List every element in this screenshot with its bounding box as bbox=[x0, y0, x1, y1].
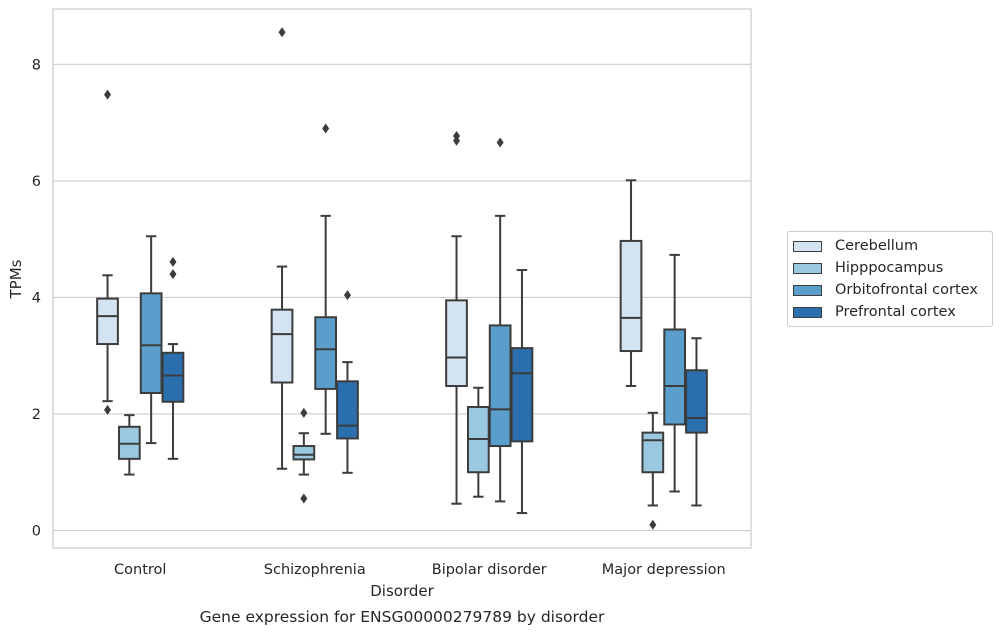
box-orbitofrontal-cortex bbox=[663, 253, 687, 493]
box-hipppocampus bbox=[117, 414, 141, 476]
legend-swatch-hipppocampus bbox=[793, 262, 822, 274]
outlier-point bbox=[496, 137, 504, 148]
legend: Cerebellum Hipppocampus Orbitofrontal co… bbox=[787, 231, 993, 327]
box-body bbox=[139, 292, 163, 395]
legend-swatch-orbitofrontal-cortex bbox=[793, 284, 822, 296]
x-tick-label: Schizophrenia bbox=[264, 562, 366, 578]
box-body bbox=[445, 299, 468, 388]
box-body bbox=[663, 328, 687, 426]
y-tick-labels: 0 2 4 6 8 bbox=[32, 57, 41, 539]
box-hipppocampus bbox=[641, 411, 665, 530]
legend-item-prefrontal-cortex: Prefrontal cortex bbox=[793, 302, 956, 322]
box-body bbox=[619, 239, 643, 353]
box-prefrontal-cortex bbox=[510, 269, 534, 515]
x-tick-labels: Control Schizophrenia Bipolar disorder Majo… bbox=[114, 562, 726, 578]
legend-swatch-prefrontal-cortex bbox=[793, 306, 822, 318]
box-orbitofrontal-cortex bbox=[488, 137, 512, 503]
chart-title: Gene expression for ENSG00000279789 by d… bbox=[200, 608, 605, 626]
legend-item-orbitofrontal-cortex: Orbitofrontal cortex bbox=[793, 280, 978, 300]
box-prefrontal-cortex bbox=[685, 337, 708, 507]
box-body bbox=[336, 380, 359, 440]
y-tick-label: 0 bbox=[32, 524, 41, 540]
box-cerebellum bbox=[445, 131, 468, 505]
x-tick-label: Major depression bbox=[602, 562, 726, 578]
y-tick-label: 6 bbox=[32, 174, 41, 190]
legend-item-cerebellum: Cerebellum bbox=[793, 236, 918, 256]
box-prefrontal-cortex bbox=[161, 256, 185, 460]
box-body bbox=[510, 347, 534, 443]
legend-swatch-cerebellum bbox=[793, 240, 822, 252]
x-tick-label: Control bbox=[114, 562, 166, 578]
outlier-point bbox=[169, 269, 177, 280]
x-tick-label: Bipolar disorder bbox=[432, 562, 547, 578]
box-body bbox=[314, 316, 338, 390]
box-hipppocampus bbox=[466, 386, 490, 498]
outlier-point bbox=[300, 493, 308, 504]
box-cerebellum bbox=[619, 179, 643, 388]
box-orbitofrontal-cortex bbox=[314, 123, 338, 435]
box-groups bbox=[96, 27, 708, 530]
legend-label: Hipppocampus bbox=[835, 260, 944, 276]
box-hipppocampus bbox=[292, 407, 316, 504]
y-tick-label: 2 bbox=[32, 407, 41, 423]
outlier-point bbox=[278, 27, 286, 38]
box-body bbox=[96, 297, 119, 346]
box-cerebellum bbox=[96, 89, 119, 415]
box-body bbox=[292, 445, 316, 461]
outlier-point bbox=[169, 256, 177, 267]
y-axis-label: TPMs bbox=[7, 259, 25, 299]
y-tick-label: 8 bbox=[32, 57, 41, 73]
outlier-point bbox=[300, 407, 308, 418]
legend-label: Prefrontal cortex bbox=[835, 304, 956, 320]
y-tick-label: 4 bbox=[32, 290, 41, 306]
box-body bbox=[488, 324, 512, 448]
outlier-point bbox=[453, 135, 461, 146]
legend-item-hipppocampus: Hipppocampus bbox=[793, 258, 943, 278]
outlier-point bbox=[649, 519, 657, 530]
plot-frame bbox=[52, 8, 752, 549]
box-orbitofrontal-cortex bbox=[139, 235, 163, 445]
legend-label: Cerebellum bbox=[835, 238, 919, 254]
box-body bbox=[161, 351, 185, 403]
box-prefrontal-cortex bbox=[336, 290, 359, 474]
legend-label: Orbitofrontal cortex bbox=[835, 282, 978, 298]
box-body bbox=[270, 308, 294, 384]
outlier-point bbox=[104, 404, 112, 415]
outlier-point bbox=[104, 89, 112, 100]
outlier-point bbox=[343, 290, 351, 301]
outlier-point bbox=[322, 123, 330, 134]
x-axis-label: Disorder bbox=[370, 582, 434, 600]
box-body bbox=[685, 369, 708, 434]
box-cerebellum bbox=[270, 27, 294, 470]
box-body bbox=[641, 431, 665, 474]
